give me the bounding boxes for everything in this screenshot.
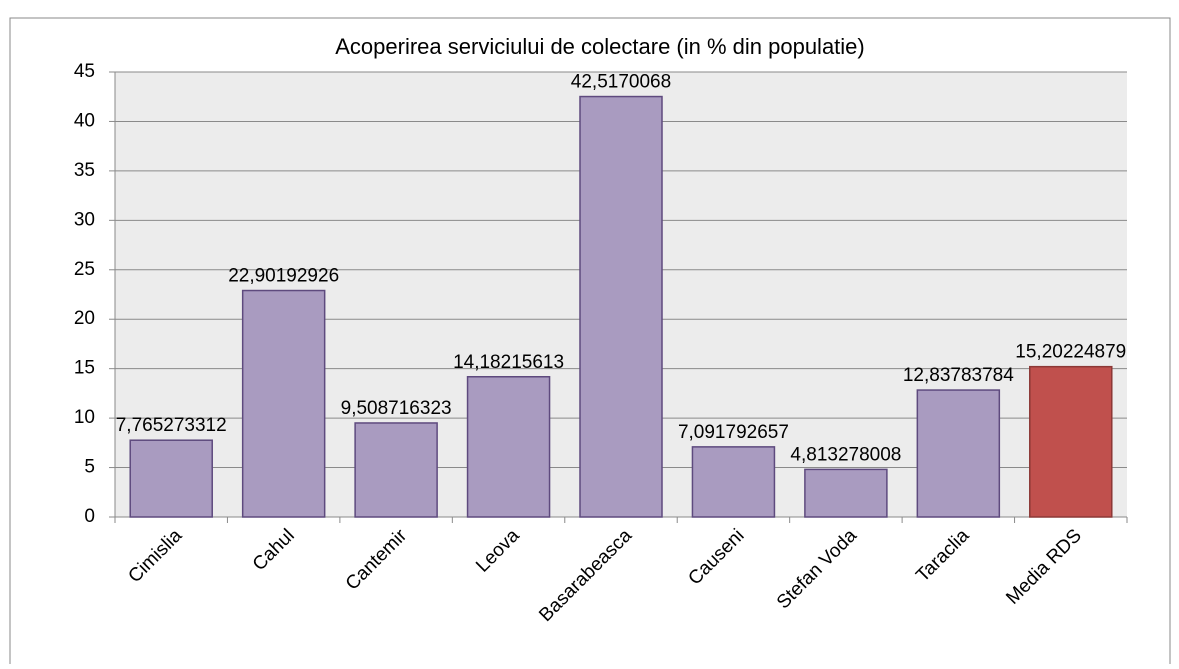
y-tick-label: 35	[74, 160, 95, 181]
y-tick-label: 5	[84, 457, 95, 478]
y-tick-label: 25	[74, 259, 95, 280]
data-label: 12,83783784	[903, 365, 1014, 386]
data-label: 7,091792657	[678, 422, 789, 443]
bar	[804, 468, 888, 518]
bar	[579, 95, 663, 518]
data-label: 22,90192926	[228, 266, 339, 287]
bar	[129, 439, 213, 518]
bar	[241, 289, 326, 518]
bar	[466, 376, 551, 518]
data-label: 4,813278008	[790, 444, 901, 465]
data-label: 14,18215613	[453, 352, 564, 373]
bar	[916, 389, 1001, 518]
data-label: 9,508716323	[341, 398, 452, 419]
y-tick-label: 45	[74, 61, 95, 82]
y-tick-label: 0	[84, 506, 95, 527]
y-tick-label: 30	[74, 209, 95, 230]
y-tick-label: 20	[74, 308, 95, 329]
bar	[1029, 365, 1113, 518]
y-tick-label: 40	[74, 110, 95, 131]
bar	[691, 446, 776, 518]
y-tick-label: 10	[74, 407, 95, 428]
bar	[354, 422, 438, 518]
chart-title: Acoperirea serviciului de colectare (in …	[335, 34, 865, 59]
y-tick-label: 15	[74, 358, 95, 379]
data-label: 7,765273312	[116, 415, 227, 436]
data-label: 15,20224879	[1015, 342, 1126, 363]
data-label: 42,5170068	[571, 72, 671, 93]
